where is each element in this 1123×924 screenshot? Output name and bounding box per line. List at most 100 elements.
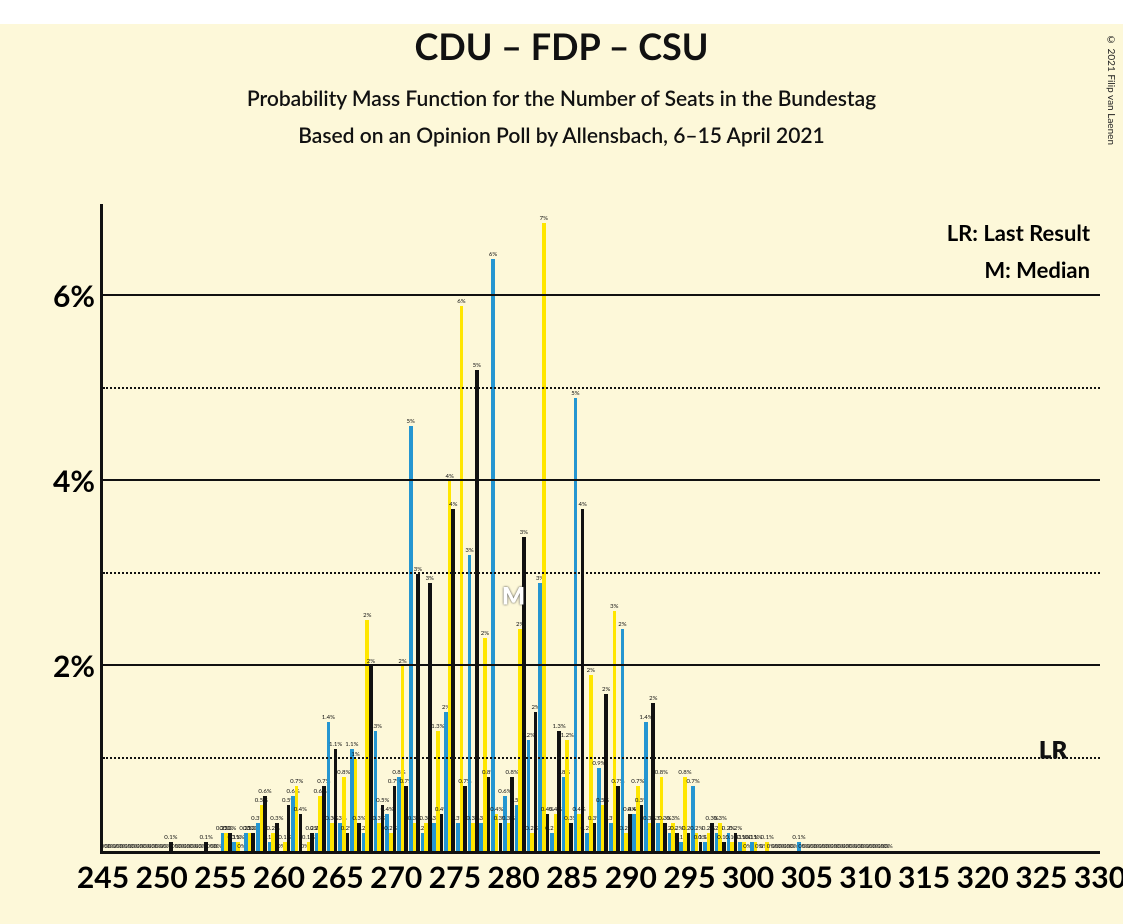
bar-value-label: 0.5% [376,797,389,804]
ytick-label: 4% [53,463,103,499]
xtick-label: 270 [370,859,422,895]
bar-value-label: 3% [426,575,434,582]
bar-black: 4% [451,509,455,851]
bar-value-label: 0.8% [337,769,350,776]
ytick-label: 2% [53,648,103,684]
bar-value-label: 1.4% [322,714,335,721]
bar-blue: 3% [468,555,472,851]
bar-value-label: 5% [473,362,481,369]
bar-black: 0.5% [640,805,644,851]
bar-black: 0.2% [310,833,314,851]
xtick-label: 245 [77,859,129,895]
xtick-label: 315 [898,859,950,895]
xtick-label: 305 [781,859,833,895]
bar-value-label: 0% [884,843,892,850]
bar-value-label: 7% [540,215,548,222]
xtick-label: 265 [311,859,363,895]
bar-black: 0.1% [699,842,703,851]
xtick-label: 280 [487,859,539,895]
ytick-label: 6% [53,278,103,314]
bar-value-label: 2% [618,621,626,628]
bar-black: 0.1% [722,842,726,851]
last-result-marker: LR [1039,735,1067,764]
gridline-minor [103,572,1100,574]
bar-value-label: 1.3% [553,723,566,730]
bar-value-label: 1.1% [345,741,358,748]
bar-value-label: 0.8% [678,769,691,776]
bar-value-label: 1.3% [369,723,382,730]
bar-black: 0.4% [440,814,444,851]
bar-value-label: 0.3% [714,815,727,822]
bar-value-label: 0.8% [505,769,518,776]
bar-value-label: 0.3% [270,815,283,822]
bar-black: 2% [604,694,608,851]
bar-value-label: 2% [587,667,595,674]
bar-black: 3% [416,574,420,851]
bar-value-label: 0.1% [761,834,774,841]
bar-black: 0.7% [616,786,620,851]
bar-value-label: 0.7% [290,778,303,785]
gridline-major: 2% [103,664,1100,666]
xtick-label: 320 [957,859,1009,895]
plot-area: LR: Last Result M: Median 0%0%0%0%0%0%0%… [100,204,1100,854]
xtick-label: 330 [1074,859,1123,895]
xtick-label: 300 [722,859,774,895]
bar-value-label: 0.2% [223,825,236,832]
chart-subtitle: Probability Mass Function for the Number… [0,86,1123,111]
bar-value-label: 0.1% [792,834,805,841]
bar-black: 0.3% [593,823,597,851]
bar-black: 0.3% [569,823,573,851]
gridline-major: 4% [103,479,1100,481]
median-marker: M [502,581,525,610]
bar-value-label: 6% [489,251,497,258]
xtick-label: 255 [194,859,246,895]
bar-value-label: 0.7% [686,778,699,785]
xtick-label: 325 [1015,859,1067,895]
bar-black: 0.3% [499,823,503,851]
xtick-label: 310 [839,859,891,895]
bar-value-label: 2% [481,630,489,637]
bars-container: 0%0%0%0%0%0%0%0%0%0%0%0%0%0%0%0%0%0.1%0%… [103,204,1100,851]
gridline-minor [103,757,1100,759]
bar-blue: 5% [574,398,578,851]
bar-value-label: 1.1% [329,741,342,748]
bar-value-label: 0.2% [729,825,742,832]
bar-blue: 2% [621,629,625,851]
copyright: © 2021 Filip van Laenen [1105,34,1117,145]
xtick-label: 290 [605,859,657,895]
xtick-label: 260 [253,859,305,895]
bar-value-label: 0.1% [231,834,244,841]
bar-black: 1.1% [334,749,338,851]
xtick-label: 295 [663,859,715,895]
xtick-label: 250 [136,859,188,895]
bar-value-label: 0.1% [200,834,213,841]
xtick-label: 275 [429,859,481,895]
bar-value-label: 5% [571,390,579,397]
bar-value-label: 0.4% [294,806,307,813]
bar-value-label: 0.6% [258,788,271,795]
bar-value-label: 6% [457,298,465,305]
bar-value-label: 0.1% [164,834,177,841]
xtick-label: 285 [546,859,598,895]
plot-outer: LR: Last Result M: Median 0%0%0%0%0%0%0%… [60,204,1100,854]
bar-black: 4% [581,509,585,851]
bar-black: 0.2% [251,833,255,851]
bar-blue: 5% [409,426,413,851]
bar-value-label: 2% [649,695,657,702]
bar-value-label: 1.3% [431,723,444,730]
bar-black: 0.8% [510,777,514,851]
bar-black: 3% [428,583,432,851]
bar-black: 0.4% [628,814,632,851]
bar-value-label: 0.3% [667,815,680,822]
bar-blue: 6% [491,259,495,851]
bar-value-label: 4% [449,501,457,508]
bar-black: 1.3% [557,731,561,851]
bar-black: 0.5% [287,805,291,851]
bar-black: 0.6% [263,796,267,851]
bar-value-label: 3% [520,529,528,536]
bar-black: 0.7% [393,786,397,851]
bar-black: 0.2% [346,833,350,851]
bar-value-label: 0.8% [655,769,668,776]
bar-black: 2% [534,712,538,851]
bar-black: 2% [651,703,655,851]
